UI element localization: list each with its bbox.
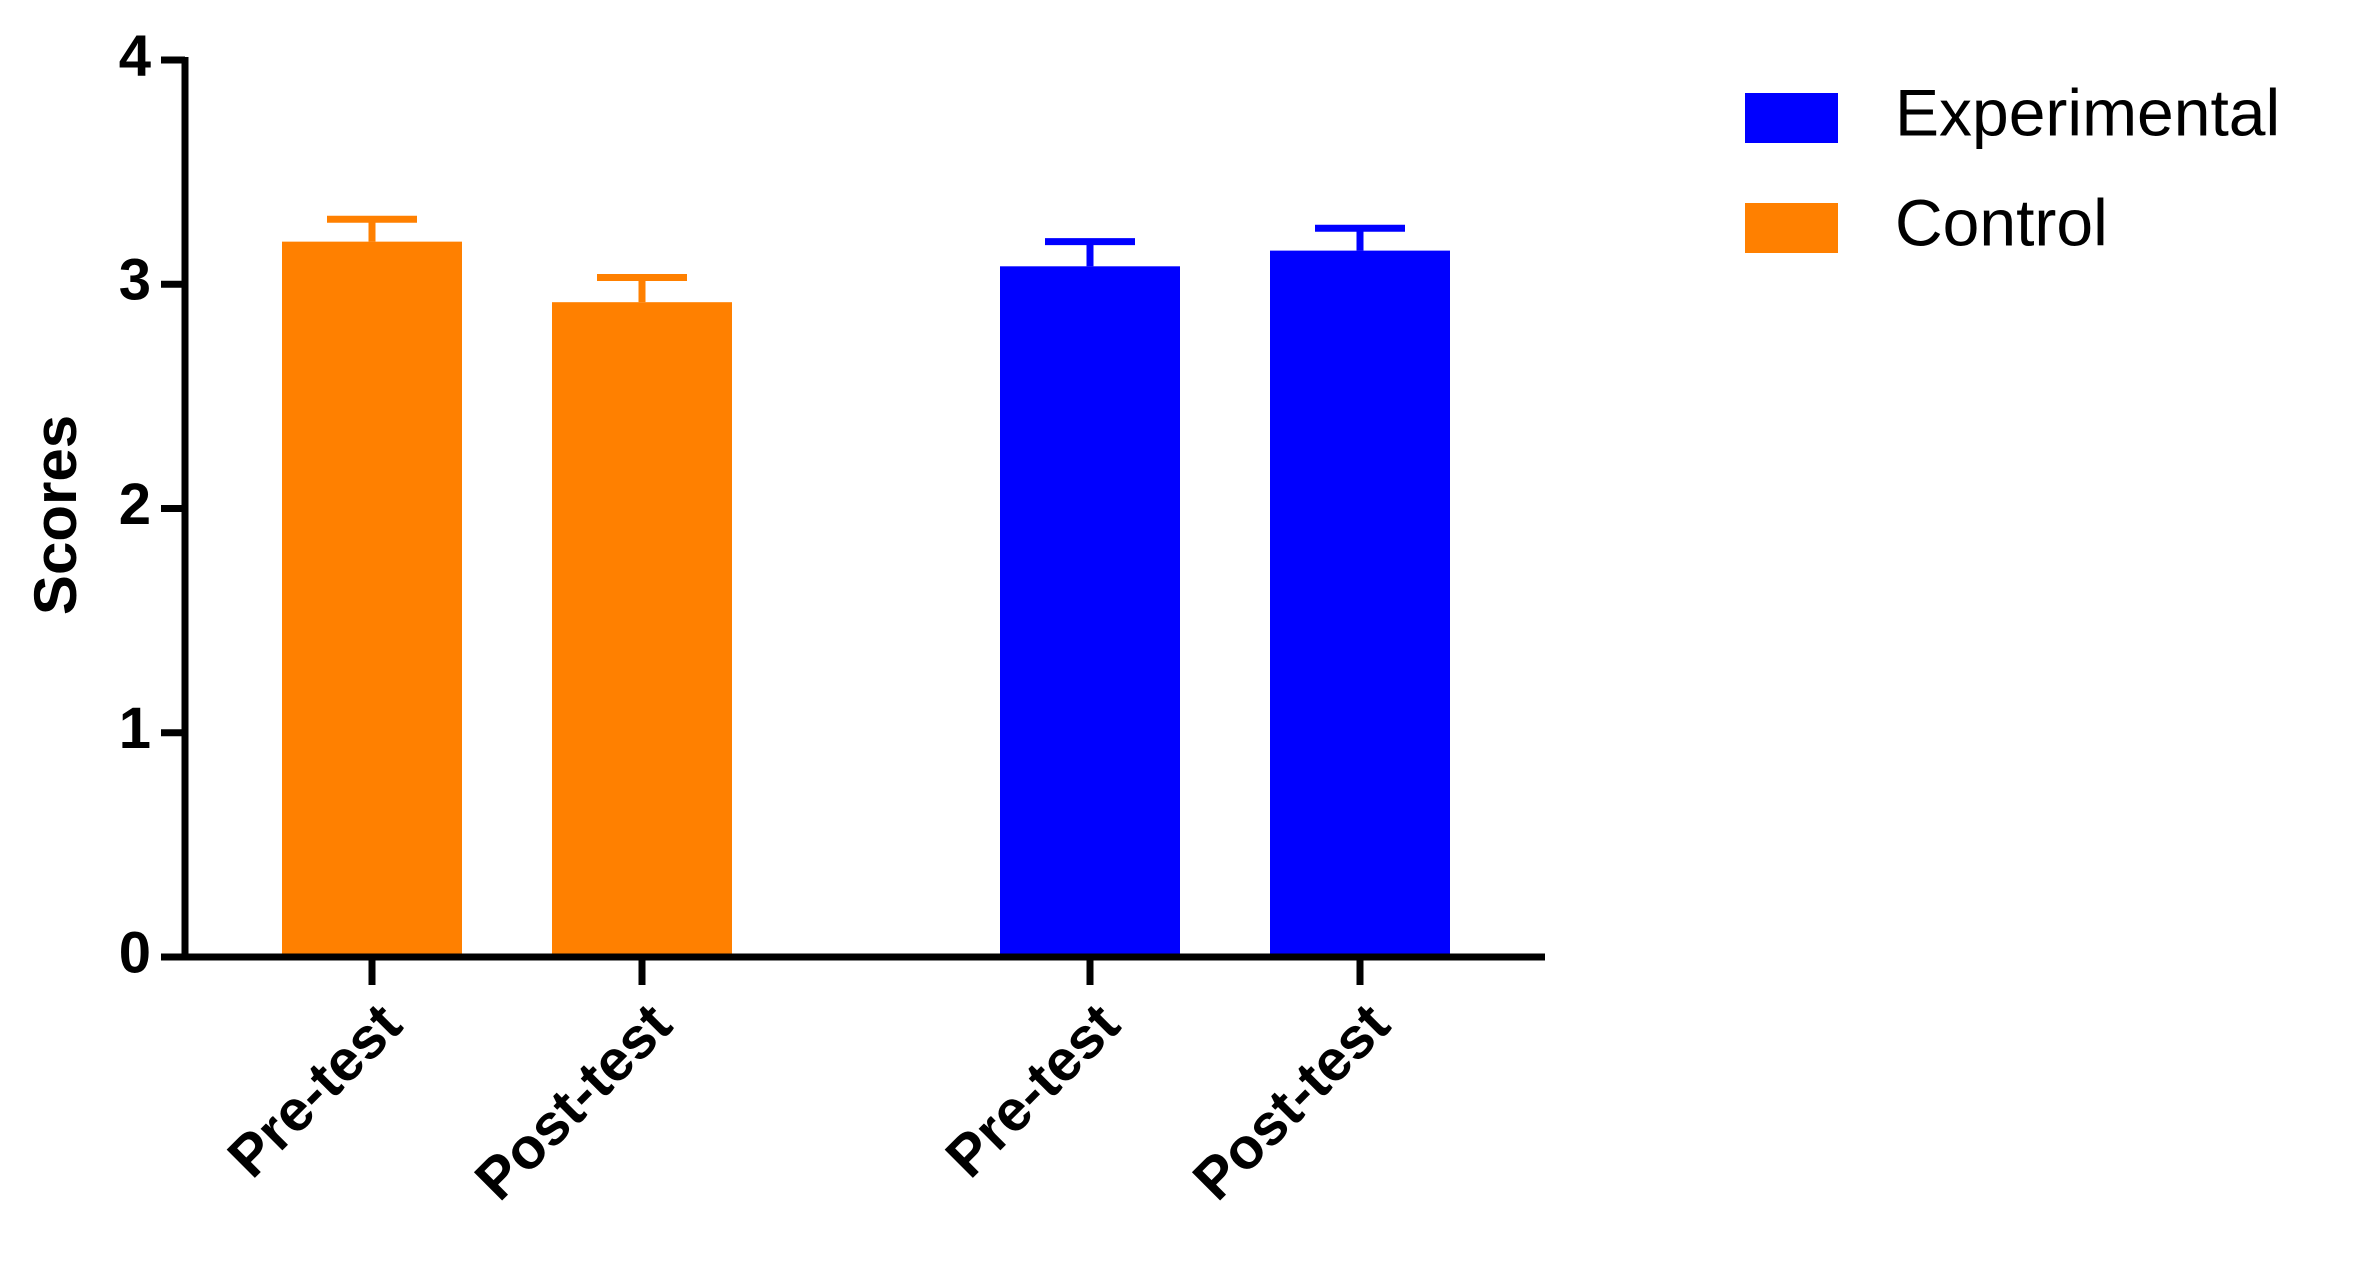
x-tick-label: Post-test [1181,991,1402,1212]
y-tick-label: 3 [119,248,151,313]
y-tick-label: 4 [119,23,151,88]
x-tick-label: Post-test [463,991,684,1212]
bar [552,302,732,957]
error-bar [1315,224,1405,251]
y-tick-label: 2 [119,472,151,537]
y-tick-label: 1 [119,696,151,761]
bar [1000,266,1180,957]
error-bar [597,274,687,303]
y-axis-label: Scores [22,415,89,615]
legend-label: Control [1895,185,2108,259]
legend-label: Experimental [1895,75,2280,149]
legend-swatch [1745,93,1838,143]
x-tick-label: Pre-test [933,991,1132,1190]
bar [1270,250,1450,958]
error-bar [327,215,417,242]
bar [282,241,462,957]
y-tick-label: 0 [119,920,151,985]
error-bar [1045,238,1135,267]
legend-swatch [1745,203,1838,253]
x-tick-label: Pre-test [215,991,414,1190]
